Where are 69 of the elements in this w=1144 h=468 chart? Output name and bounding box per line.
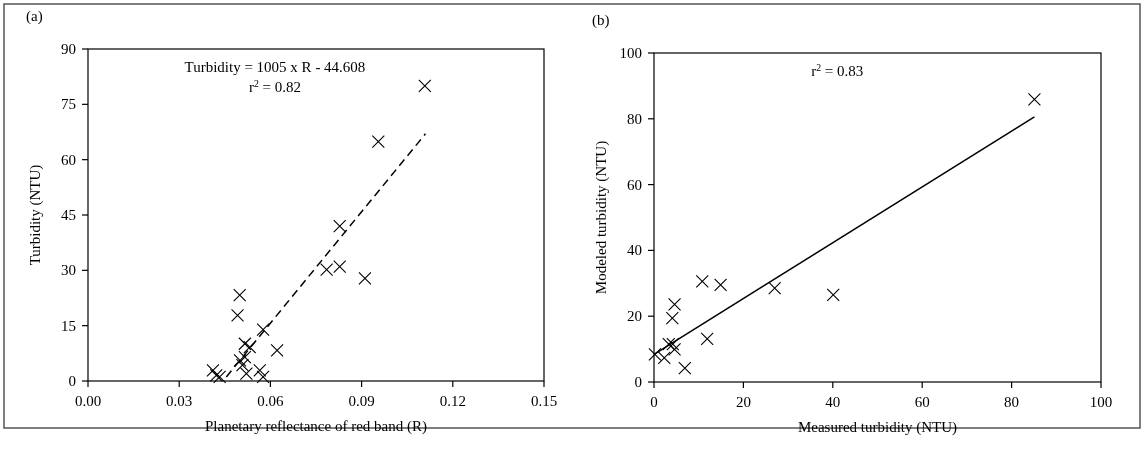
point <box>213 370 227 384</box>
x-axis-title: Planetary reflectance of red band (R) <box>205 418 427 435</box>
point <box>700 332 714 346</box>
x-tick-label: 0.06 <box>257 393 285 409</box>
point <box>238 350 252 364</box>
point <box>678 361 692 375</box>
x-tick-label: 0.15 <box>530 393 558 409</box>
point <box>666 337 680 351</box>
point <box>714 278 728 292</box>
point <box>665 311 679 325</box>
y-tick-label: 0 <box>634 374 642 390</box>
y-tick-label: 90 <box>61 41 76 57</box>
annotation: Turbidity = 1005 x R - 44.608 <box>184 59 366 75</box>
point <box>256 370 270 384</box>
point <box>243 340 257 354</box>
point <box>253 363 267 377</box>
y-tick-label: 75 <box>61 96 76 113</box>
point <box>668 342 682 356</box>
point <box>231 308 245 322</box>
point <box>358 271 372 285</box>
y-tick-label: 40 <box>627 242 642 259</box>
point <box>768 281 782 295</box>
point <box>333 260 347 274</box>
x-tick-label: 0.09 <box>348 393 375 409</box>
y-axis-title: Turbidity (NTU) <box>27 164 44 266</box>
point <box>1027 92 1041 106</box>
point <box>695 274 709 288</box>
point <box>826 288 840 302</box>
point <box>657 351 671 365</box>
y-axis-title: Modeled turbidity (NTU) <box>593 140 610 295</box>
y-tick-label: 15 <box>61 317 76 334</box>
x-tick-label: 0.12 <box>439 393 466 409</box>
y-tick-label: 30 <box>61 262 76 279</box>
point <box>418 79 432 93</box>
x-axis-title: Measured turbidity (NTU) <box>797 419 958 436</box>
point <box>320 263 334 277</box>
point <box>238 337 252 351</box>
annotation: r$^{2}$ = 0.82 <box>248 77 302 95</box>
point <box>333 219 347 233</box>
point <box>233 288 247 302</box>
point <box>239 367 253 381</box>
y-tick-label: 80 <box>627 110 642 127</box>
x-tick-label: 100 <box>1089 394 1113 410</box>
point <box>256 323 270 337</box>
point <box>235 358 249 372</box>
point <box>270 343 284 357</box>
x-tick-label: 0 <box>650 394 658 410</box>
x-tick-label: 20 <box>735 394 751 410</box>
x-tick-label: 80 <box>1004 394 1020 410</box>
chart-title: (a) <box>26 8 43 25</box>
chart-title: (b) <box>592 12 610 29</box>
y-tick-label: 0 <box>68 373 76 389</box>
point <box>371 135 385 149</box>
y-tick-label: 60 <box>627 176 642 193</box>
point <box>209 368 223 383</box>
y-tick-label: 45 <box>61 207 76 223</box>
x-tick-label: 40 <box>825 394 841 410</box>
annotation: r$^{2}$ = 0.83 <box>811 61 864 79</box>
point <box>662 337 676 351</box>
point <box>233 353 247 367</box>
point <box>206 363 220 377</box>
y-tick-label: 60 <box>61 151 76 168</box>
x-tick-label: 0.03 <box>166 393 193 409</box>
y-tick-label: 20 <box>627 308 642 325</box>
x-tick-label: 0.00 <box>74 393 102 409</box>
y-tick-label: 100 <box>619 45 642 61</box>
x-tick-label: 60 <box>914 394 930 410</box>
point <box>648 347 662 361</box>
point <box>668 297 682 311</box>
